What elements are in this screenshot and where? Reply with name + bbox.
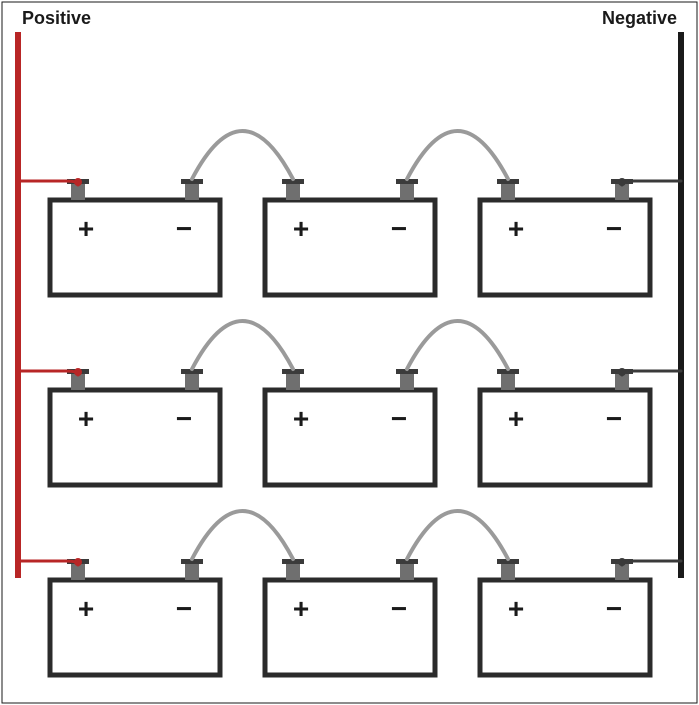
svg-text:−: − — [391, 213, 407, 244]
svg-text:−: − — [176, 213, 192, 244]
svg-text:−: − — [391, 593, 407, 624]
diagram-frame: Positive Negative + − + − + − + − + − + − + − + − + − — [0, 0, 699, 705]
svg-text:−: − — [606, 213, 622, 244]
svg-text:−: − — [391, 403, 407, 434]
svg-text:−: − — [176, 403, 192, 434]
svg-text:−: − — [606, 593, 622, 624]
negative-label: Negative — [602, 8, 677, 29]
svg-text:+: + — [293, 213, 309, 244]
svg-text:+: + — [508, 213, 524, 244]
svg-text:+: + — [293, 593, 309, 624]
svg-text:+: + — [78, 593, 94, 624]
positive-label: Positive — [22, 8, 91, 29]
svg-text:+: + — [78, 213, 94, 244]
svg-text:+: + — [508, 593, 524, 624]
svg-text:+: + — [508, 403, 524, 434]
svg-text:+: + — [293, 403, 309, 434]
wiring-svg: + − + − + − + − + − + − + − + − + − — [0, 0, 699, 705]
svg-text:−: − — [176, 593, 192, 624]
svg-text:−: − — [606, 403, 622, 434]
svg-text:+: + — [78, 403, 94, 434]
